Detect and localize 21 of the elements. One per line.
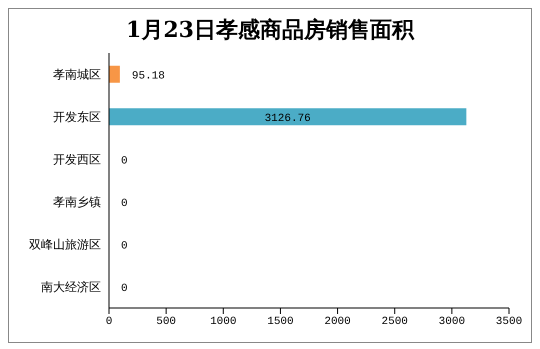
data-label: 0 [121, 240, 128, 252]
data-label: 0 [121, 282, 128, 295]
y-tick-label: 双峰山旅游区 [29, 238, 101, 252]
chart-title: 1月23日孝感商品房销售面积 [125, 16, 416, 45]
y-tick-label: 开发西区 [53, 152, 101, 167]
data-label: 0 [121, 198, 128, 210]
y-tick-label: 孝南城区 [53, 68, 101, 82]
data-label: 3126.76 [264, 112, 311, 125]
x-tick-label: 3000 [438, 316, 466, 328]
x-tick-label: 1500 [267, 316, 294, 328]
data-label: 0 [121, 155, 128, 168]
y-tick-label: 孝南乡镇 [53, 195, 101, 210]
x-tick-label: 2000 [324, 316, 351, 328]
x-tick-label: 2500 [382, 316, 408, 328]
x-tick-label: 1000 [210, 316, 236, 328]
data-label: 95.18 [132, 70, 165, 82]
x-tick-label: 0 [106, 316, 112, 328]
y-tick-label: 开发东区 [53, 110, 101, 124]
y-tick-label: 南大经济区 [41, 280, 101, 294]
x-tick-label: 500 [156, 316, 176, 328]
x-tick-label: 3500 [496, 316, 522, 328]
